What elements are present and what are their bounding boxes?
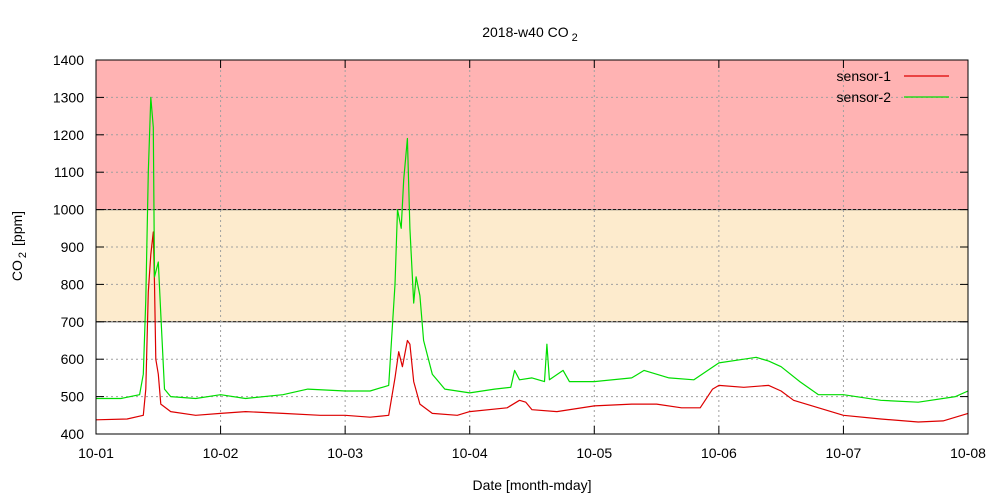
y-tick-label-5: 900 [61,239,85,255]
chart-title: 2018-w40 CO 2 [482,24,578,44]
x-tick-label-2: 10-03 [327,445,363,461]
legend-label-sensor-1: sensor-1 [837,68,892,84]
x-tick-label-7: 10-08 [950,445,986,461]
y-tick-label-8: 1200 [53,127,84,143]
series-line-sensor-1 [95,231,969,423]
x-axis-label: Date [month-mday] [472,477,591,493]
x-tick-label-5: 10-06 [701,445,737,461]
x-tick-label-4: 10-05 [576,445,612,461]
grid-lines [96,60,968,434]
axis-ticks: 400 500 600 700 800 900 1000 1100 1200 1300 1400 10… [53,52,986,461]
y-axis-label: CO2[ppm] [9,211,29,281]
y-tick-label-7: 1100 [54,164,84,180]
y-tick-label-4: 800 [61,276,85,292]
y-tick-label-9: 1300 [53,89,84,105]
x-tick-label-6: 10-07 [826,445,862,461]
y-tick-label-3: 700 [61,314,85,330]
y-tick-label-1: 500 [61,389,85,405]
y-tick-label-0: 400 [61,426,85,442]
legend: sensor-1 sensor-2 [837,68,949,105]
y-tick-label-10: 1400 [53,52,84,68]
series-line-sensor-2 [96,96,969,403]
x-tick-label-1: 10-02 [203,445,239,461]
x-tick-label-0: 10-01 [78,445,114,461]
x-tick-label-3: 10-04 [452,445,488,461]
legend-label-sensor-2: sensor-2 [837,89,892,105]
threshold-band-0 [96,209,968,322]
series-lines [95,96,969,423]
y-tick-label-6: 1000 [53,202,84,218]
y-tick-label-2: 600 [61,351,85,367]
